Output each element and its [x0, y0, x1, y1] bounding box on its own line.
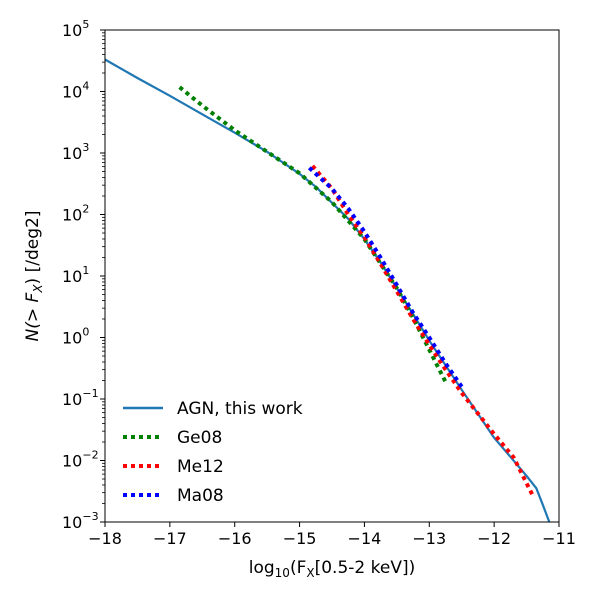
x-tick-label: −15 [283, 529, 317, 548]
x-tick-label: −14 [348, 529, 382, 548]
x-tick-label: −12 [477, 529, 511, 548]
x-axis-label: log10(FX[0.5-2 keV]) [249, 558, 415, 580]
x-tick-label: −16 [218, 529, 252, 548]
y-tick-label: 101 [62, 264, 89, 286]
x-tick-label: −13 [412, 529, 446, 548]
legend-label: Ge08 [177, 428, 222, 448]
series-line-0 [104, 58, 551, 523]
legend: AGN, this work Ge08 Me12 Ma08 [123, 399, 303, 506]
x-axis: −18 −17 −16 −15 −14 −13 −12 −11 [88, 522, 576, 548]
y-tick-label: 105 [62, 18, 89, 40]
y-tick-label: 100 [62, 326, 89, 348]
x-tick-label: −11 [542, 529, 576, 548]
y-tick-label: 103 [62, 141, 89, 163]
y-tick-label: 10−2 [62, 449, 99, 471]
legend-label: Me12 [177, 457, 224, 477]
plot-frame [104, 29, 560, 523]
y-axis-label: N(> FX) [/deg2] [23, 211, 45, 342]
legend-label: AGN, this work [177, 399, 303, 419]
y-tick-label: 10−3 [62, 510, 99, 532]
y-tick-label: 104 [62, 80, 89, 102]
y-tick-label: 102 [62, 203, 89, 225]
series-line-3 [307, 166, 464, 388]
y-tick-label: 10−1 [62, 387, 99, 409]
x-tick-label: −18 [88, 529, 122, 548]
plot-lines [104, 58, 551, 523]
y-axis: 10−3 10−2 10−1 100 101 102 103 104 105 [62, 18, 105, 532]
legend-label: Ma08 [177, 486, 224, 506]
x-tick-label: −17 [153, 529, 187, 548]
series-line-1 [178, 85, 448, 383]
